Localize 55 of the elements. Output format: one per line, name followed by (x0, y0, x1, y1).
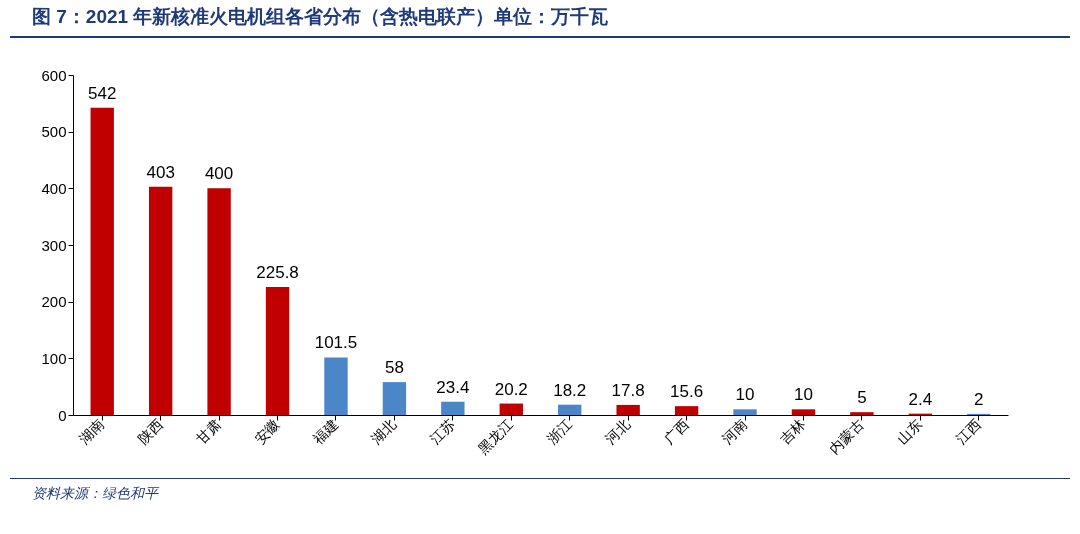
data-label: 58 (384, 358, 404, 378)
bar (850, 412, 874, 415)
bar (674, 406, 699, 415)
data-label: 23.4 (436, 377, 470, 397)
x-tick-label: 陕西 (134, 416, 166, 448)
data-label: 20.2 (494, 379, 528, 399)
y-tick-label: 300 (41, 236, 67, 254)
data-label: 2 (974, 389, 984, 409)
data-label: 17.8 (611, 380, 645, 400)
x-tick-label: 山东 (894, 416, 926, 448)
bar (441, 401, 465, 415)
x-tick-label: 河南 (718, 416, 750, 448)
x-tick-label: 吉林 (777, 416, 809, 448)
y-tick-label: 200 (41, 293, 67, 311)
x-tick-label: 湖南 (76, 416, 108, 448)
data-label: 10 (735, 385, 755, 405)
bar (148, 186, 173, 415)
bar (733, 409, 757, 415)
x-tick-label: 广西 (660, 416, 692, 448)
data-label: 2.4 (908, 389, 933, 409)
data-label: 10 (794, 385, 813, 405)
bar (90, 107, 114, 415)
x-tick-label: 内蒙古 (825, 416, 867, 458)
bar (791, 409, 816, 415)
bar (499, 403, 523, 415)
y-tick-label: 0 (58, 406, 67, 424)
y-tick-label: 400 (41, 179, 67, 197)
data-label: 542 (88, 83, 117, 103)
bar (558, 404, 582, 415)
data-label: 101.5 (314, 333, 358, 353)
y-tick-label: 600 (41, 66, 67, 84)
x-tick-label: 安徽 (251, 416, 283, 448)
x-tick-label: 江苏 (426, 416, 458, 448)
x-tick-label: 江西 (952, 416, 984, 448)
data-label: 403 (146, 162, 175, 182)
y-tick-label: 100 (41, 349, 67, 367)
data-label: 225.8 (256, 263, 299, 283)
bar (207, 188, 231, 415)
data-label: 18.2 (553, 380, 587, 400)
bar (616, 404, 640, 415)
bar (324, 357, 348, 415)
data-label: 400 (204, 164, 234, 184)
x-tick-label: 黑龙江 (475, 416, 517, 458)
chart-title: 图 7：2021 年新核准火电机组各省分布（含热电联产）单位：万千瓦 (10, 0, 1070, 38)
x-tick-label: 湖北 (368, 416, 400, 448)
x-tick-label: 甘肃 (192, 416, 225, 448)
bar (265, 287, 290, 415)
data-label: 5 (857, 388, 867, 408)
bar (382, 382, 407, 415)
data-label: 15.6 (670, 382, 704, 402)
x-tick-label: 浙江 (543, 416, 575, 448)
x-tick-label: 河北 (601, 416, 634, 448)
y-tick-label: 500 (41, 123, 67, 141)
x-tick-label: 福建 (309, 416, 341, 448)
text: 资料来源：绿色和平 (10, 478, 1070, 503)
